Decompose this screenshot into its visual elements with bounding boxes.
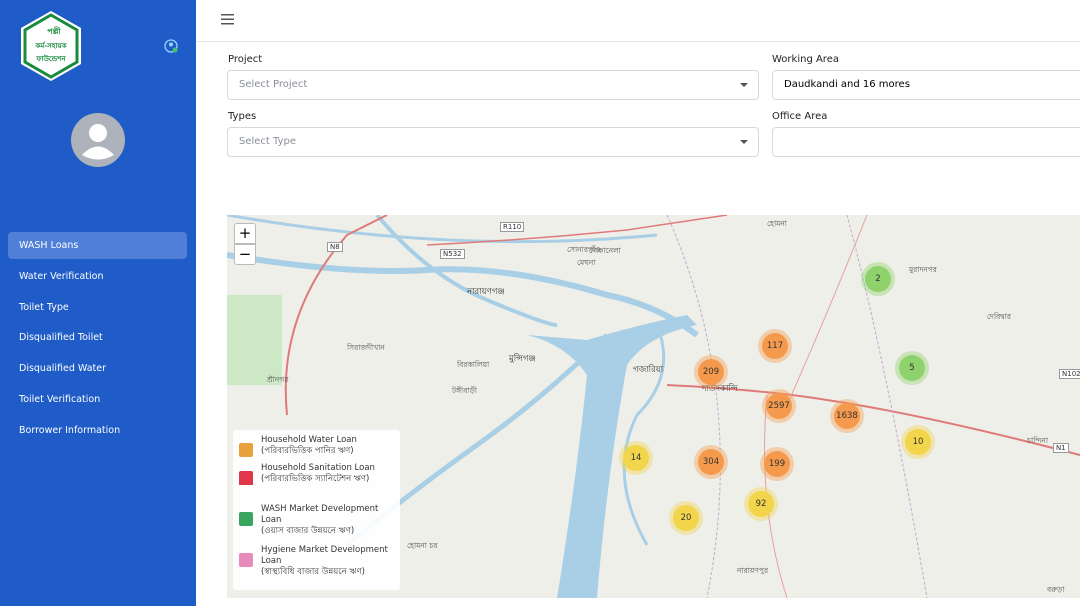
dropdown-arrow — [740, 140, 748, 144]
legend-subtitle: (স্বাস্থ্যবিধি বাজার উন্নয়নে ঋণ) — [261, 567, 365, 577]
map-place-label: দাউদকান্দি — [702, 384, 738, 394]
road-label: N102 — [1059, 369, 1080, 379]
filter-select[interactable]: Select Project — [227, 70, 759, 100]
map-place-label: মুন্সিগঞ্জ — [509, 354, 536, 364]
map-cluster[interactable]: 2597 — [766, 393, 792, 419]
map-cluster[interactable]: 209 — [698, 359, 724, 385]
map-place-label: চান্দিনা — [1027, 436, 1049, 445]
map-cluster[interactable]: 117 — [762, 333, 788, 359]
filter-label: Office Area — [772, 111, 828, 122]
filter-select[interactable] — [772, 127, 1080, 157]
legend-title: WASH Market Development Loan — [261, 504, 379, 525]
map-place-label: সিরাজদীখান — [347, 343, 385, 352]
user-settings-icon[interactable] — [163, 38, 179, 54]
zoom-in[interactable]: + — [234, 223, 256, 244]
map-cluster[interactable]: 92 — [748, 491, 774, 517]
map-cluster[interactable]: 2 — [865, 266, 891, 292]
avatar — [71, 113, 125, 167]
menu-item[interactable]: Borrower Information — [19, 424, 121, 436]
dropdown-arrow — [740, 83, 748, 87]
menu-item[interactable]: Water Verification — [19, 270, 104, 282]
road-label: N1 — [1053, 443, 1069, 453]
legend: Household Water Loan (পরিবারভিত্তিক পানির… — [233, 430, 400, 590]
map-cluster[interactable]: 14 — [623, 445, 649, 471]
filter-select[interactable]: Daudkandi and 16 mores — [772, 70, 1080, 100]
legend-subtitle: (পরিবারভিত্তিক পানির ঋণ) — [261, 446, 354, 456]
map-cluster[interactable]: 199 — [764, 451, 790, 477]
logo-text: ফাউন্ডেশন — [35, 53, 66, 63]
legend-entry: Household Sanitation Loan (পরিবারভিত্তিক … — [261, 463, 391, 485]
hamburger-menu[interactable] — [221, 14, 234, 25]
menu-item[interactable]: WASH Loans — [8, 232, 187, 259]
logo-text: কর্ম-সহায়ক — [34, 41, 67, 50]
map-place-label: দোকানেলা — [589, 246, 621, 255]
legend-title: Household Sanitation Loan — [261, 463, 375, 473]
map-cluster[interactable]: 1638 — [834, 403, 860, 429]
map-cluster[interactable]: 5 — [899, 355, 925, 381]
filter-label: Types — [228, 111, 257, 122]
map-place-label: বিরকালিয়া — [457, 360, 490, 369]
filter-label: Working Area — [772, 54, 839, 65]
map-place-label: হোমনা — [767, 219, 787, 228]
legend-entry: WASH Market Development Loan (ওয়াস বাজার… — [261, 504, 391, 537]
map-place-label: মেঘনা — [577, 258, 596, 267]
menu-item[interactable]: Disqualified Water — [19, 363, 107, 375]
legend-subtitle: (ওয়াস বাজার উন্নয়নে ঋণ) — [261, 526, 355, 536]
map-place-label: হোমনা চর — [407, 541, 438, 550]
legend-icon — [239, 443, 253, 457]
legend-title: Hygiene Market Development Loan — [261, 545, 388, 566]
menu-item[interactable]: Disqualified Toilet — [19, 332, 103, 344]
menu-item[interactable]: Toilet Type — [19, 301, 69, 313]
map-tiles — [227, 215, 1080, 598]
map-place-label: বরুড়া — [1047, 585, 1065, 594]
map-place-label: নারায়ণগঞ্জ — [467, 287, 505, 297]
road-label: R110 — [500, 222, 525, 232]
logo-text: পল্লী — [47, 25, 61, 36]
legend-icon — [239, 512, 253, 526]
legend-icon — [239, 553, 253, 567]
map-place-label: নারায়ণপুর — [737, 566, 769, 575]
logo[interactable]: পল্লী কর্ম-সহায়ক ফাউন্ডেশন — [20, 10, 82, 82]
map-cluster[interactable]: 20 — [673, 505, 699, 531]
map-place-label: টঙ্গীবাড়ী — [452, 386, 478, 395]
map-cluster[interactable]: 10 — [905, 429, 931, 455]
road-label: N532 — [440, 249, 465, 259]
legend-entry: Household Water Loan (পরিবারভিত্তিক পানির… — [261, 435, 391, 457]
map-place-label: শ্রীনগর — [267, 375, 289, 384]
map-place-label: মুরাদনগর — [909, 265, 937, 274]
header — [196, 0, 1080, 42]
filter-select[interactable]: Select Type — [227, 127, 759, 157]
menu-item[interactable]: Toilet Verification — [19, 394, 101, 405]
sidebar: পল্লী কর্ম-সহায়ক ফাউন্ডেশন WASH Loans Wa… — [0, 0, 196, 606]
map-cluster[interactable]: 304 — [698, 449, 724, 475]
legend-entry: Hygiene Market Development Loan (স্বাস্থ্… — [261, 545, 391, 578]
zoom-out[interactable]: − — [234, 244, 256, 265]
legend-title: Household Water Loan — [261, 435, 357, 445]
legend-icon — [239, 471, 253, 485]
road-label: N8 — [327, 242, 343, 252]
filter-label: Project — [228, 54, 263, 65]
map[interactable]: নারায়ণগঞ্জ মুন্সিগঞ্জ গজারিয়া দাউদকান্দি স… — [227, 215, 1080, 598]
map-place-label: গজারিয়া — [633, 365, 664, 375]
map-place-label: দেবিদ্বার — [987, 312, 1012, 321]
legend-subtitle: (পরিবারভিত্তিক স্যানিটেশন ঋণ) — [261, 474, 370, 484]
map-place-label: সোনারগাঁও — [567, 245, 601, 254]
